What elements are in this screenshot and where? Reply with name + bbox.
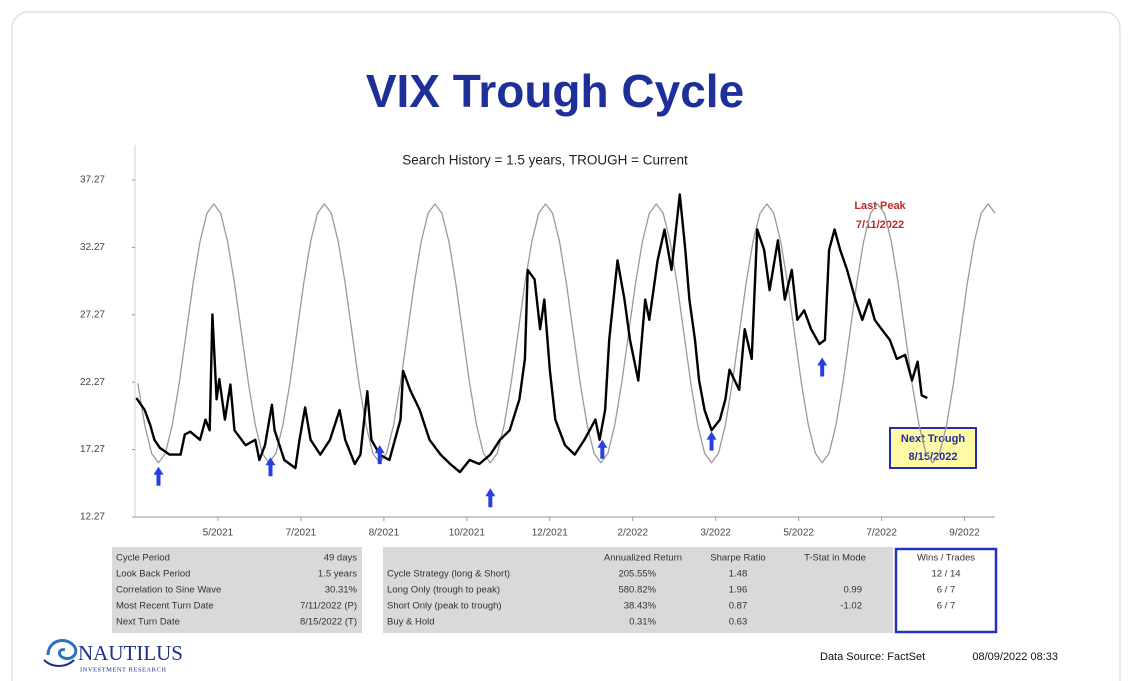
card <box>11 11 1121 681</box>
table-label: Look Back Period <box>116 569 190 580</box>
table-label: Next Turn Date <box>116 617 180 628</box>
table-header: Annualized Return <box>604 553 682 564</box>
table-background <box>112 547 362 633</box>
trough-arrow <box>706 431 717 451</box>
y-tick-label: 17.27 <box>80 444 105 455</box>
x-tick-label: 5/2022 <box>783 528 814 539</box>
table-header: T-Stat in Mode <box>804 553 866 564</box>
table-label: Correlation to Sine Wave <box>116 585 221 596</box>
x-tick-label: 10/2021 <box>449 528 486 539</box>
x-tick-label: 8/2021 <box>369 528 400 539</box>
trough-arrow <box>374 445 385 465</box>
trough-arrow <box>485 488 496 508</box>
logo-text: NAUTILUS <box>78 641 183 665</box>
table-label: Short Only (peak to trough) <box>387 601 502 612</box>
table-header: Sharpe Ratio <box>710 553 765 564</box>
table-value: 38.43% <box>624 601 657 612</box>
x-tick-label: 5/2021 <box>203 528 234 539</box>
timestamp: 08/09/2022 08:33 <box>972 651 1058 663</box>
table-value: 0.87 <box>729 601 748 612</box>
annotation: 7/11/2022 <box>856 219 904 231</box>
table-label: Long Only (trough to peak) <box>387 585 500 596</box>
logo-swirl <box>43 659 75 667</box>
table-value: 1.96 <box>729 585 748 596</box>
chart-subtitle: Search History = 1.5 years, TROUGH = Cur… <box>402 153 688 168</box>
x-tick-label: 7/2022 <box>866 528 897 539</box>
annotation: Next Trough <box>901 433 965 445</box>
wins-box <box>894 547 998 634</box>
x-tick-label: 2/2022 <box>617 528 648 539</box>
table-value: 0.99 <box>844 585 863 596</box>
source: Data Source: FactSet <box>820 651 925 663</box>
table-value: 0.63 <box>729 617 748 628</box>
table-value: 6 / 7 <box>937 601 956 612</box>
vix-line <box>135 193 928 474</box>
table-label: Most Recent Turn Date <box>116 601 214 612</box>
y-tick-label: 27.27 <box>80 309 105 320</box>
x-tick-label: 9/2022 <box>949 528 980 539</box>
table-value: 7/11/2022 (P) <box>300 601 357 612</box>
logo <box>43 639 78 667</box>
chart-title: VIX Trough Cycle <box>366 65 744 117</box>
annotation: 8/15/2022 <box>909 451 958 463</box>
sine-wave <box>137 203 996 464</box>
table-value: 1.5 years <box>318 569 357 580</box>
trough-arrow <box>265 457 276 477</box>
x-tick-label: 3/2022 <box>700 528 731 539</box>
trough-arrow <box>153 466 164 486</box>
table-value: 49 days <box>324 553 358 564</box>
y-tick-label: 22.27 <box>80 377 105 388</box>
table-value: 205.55% <box>618 569 656 580</box>
table-value: 1.48 <box>729 569 748 580</box>
table-label: Cycle Period <box>116 553 170 564</box>
table-value: 8/15/2022 (T) <box>300 617 357 628</box>
table-background <box>383 547 893 633</box>
trough-arrow <box>597 439 608 459</box>
table-value: 580.82% <box>618 585 656 596</box>
table-value: 12 / 14 <box>931 569 960 580</box>
table-value: 6 / 7 <box>937 585 956 596</box>
table-label: Buy & Hold <box>387 617 435 628</box>
table-value: -1.02 <box>840 601 862 612</box>
table-value: 30.31% <box>325 585 358 596</box>
x-tick-label: 12/2021 <box>532 528 569 539</box>
y-tick-label: 12.27 <box>80 512 105 523</box>
table-value: 0.31% <box>629 617 656 628</box>
table-label: Cycle Strategy (long & Short) <box>387 569 510 580</box>
annotation: Last Peak <box>854 200 906 212</box>
trough-arrow <box>817 357 828 377</box>
logo-swirl <box>46 639 78 661</box>
logo-tagline: INVESTMENT RESEARCH <box>80 666 166 673</box>
y-tick-label: 32.27 <box>80 242 105 253</box>
x-tick-label: 7/2021 <box>286 528 317 539</box>
y-tick-label: 37.27 <box>80 175 105 186</box>
table-header: Wins / Trades <box>917 553 975 564</box>
